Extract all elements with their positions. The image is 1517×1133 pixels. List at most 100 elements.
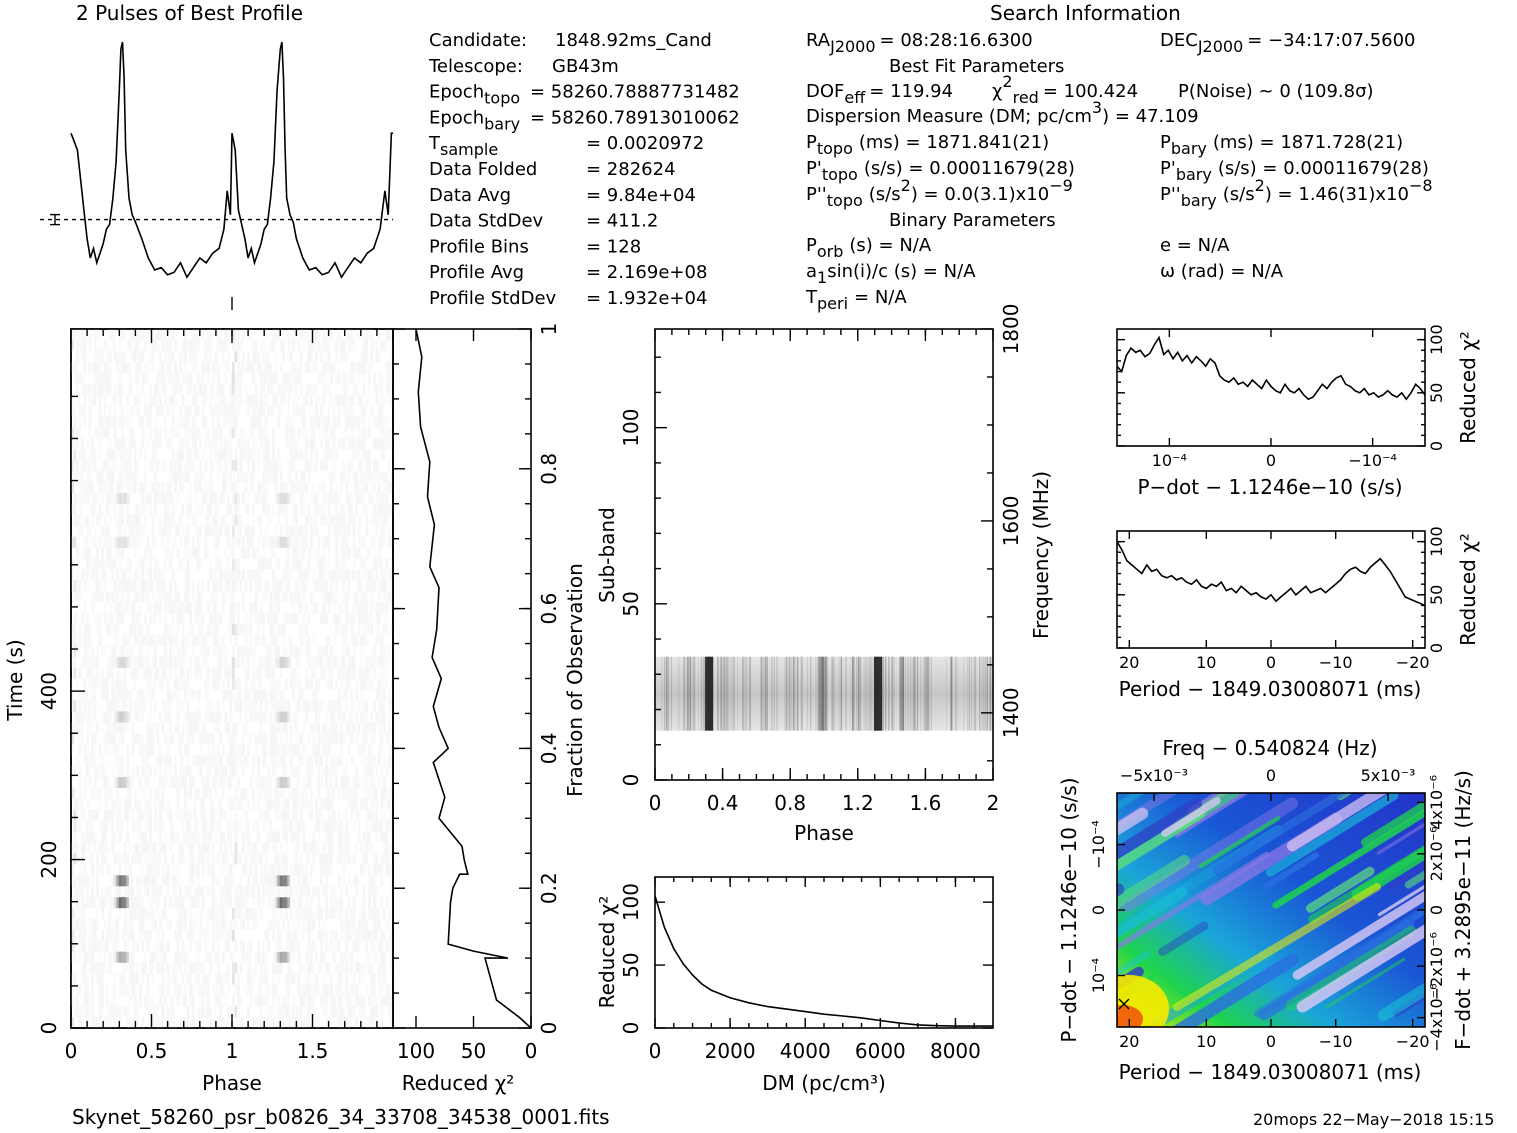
time-phase-cell: [365, 842, 369, 854]
time-phase-cell: [377, 514, 381, 526]
time-phase-cell: [252, 820, 255, 832]
time-phase-cell: [181, 667, 185, 679]
time-phase-cell: [289, 864, 293, 876]
time-phase-cell: [350, 798, 354, 810]
time-phase-cell: [121, 612, 125, 625]
time-phase-cell: [186, 1006, 190, 1018]
time-phase-cell: [294, 536, 298, 548]
time-phase-cell: [355, 886, 359, 898]
time-phase-cell: [148, 427, 152, 439]
time-phase-cell: [307, 940, 311, 952]
time-phase-cell: [216, 1017, 220, 1029]
time-phase-cell: [221, 918, 225, 930]
time-phase-cell: [159, 438, 162, 450]
time-phase-cell: [224, 394, 228, 406]
time-phase-cell: [111, 798, 115, 810]
time-phase-cell: [101, 383, 105, 395]
time-phase-cell: [128, 1017, 132, 1029]
time-phase-cell: [76, 995, 79, 1007]
time-phase-cell: [259, 569, 263, 581]
time-phase-cell: [201, 907, 205, 920]
time-phase-cell: [375, 558, 379, 570]
time-phase-cell: [108, 470, 112, 483]
time-phase-cell: [98, 536, 102, 548]
time-phase-cell: [93, 612, 97, 625]
time-phase-cell: [221, 394, 225, 406]
time-phase-cell: [294, 776, 298, 789]
time-phase-cell: [83, 569, 87, 581]
time-phase-cell: [279, 580, 283, 592]
time-phase-cell: [123, 492, 127, 505]
chi-label: χ2red = 100.424: [992, 72, 1138, 107]
time-phase-cell: [325, 962, 328, 974]
time-phase-cell: [342, 711, 346, 723]
time-phase-cell: [272, 1017, 276, 1029]
time-phase-cell: [108, 547, 112, 559]
time-phase-cell: [181, 678, 185, 690]
time-phase-cell: [151, 918, 155, 930]
time-phase-cell: [274, 372, 278, 384]
time-phase-cell: [93, 558, 97, 570]
time-phase-cell: [159, 591, 162, 603]
time-phase-cell: [191, 1006, 195, 1018]
time-phase-cell: [209, 711, 213, 723]
info-value: = 0.0020972: [586, 133, 704, 154]
time-phase-cell: [330, 722, 333, 734]
time-phase-cell: [128, 875, 132, 887]
time-phase-cell: [332, 405, 336, 417]
time-phase-cell: [189, 602, 193, 614]
time-phase-cell: [164, 427, 167, 439]
time-phase-cell: [128, 460, 132, 472]
time-phase-cell: [382, 623, 386, 636]
time-phase-cell: [224, 547, 228, 559]
time-phase-cell: [206, 711, 210, 723]
time-phase-cell: [279, 776, 283, 789]
time-phase-cell: [347, 951, 351, 963]
time-phase-cell: [247, 645, 250, 657]
time-phase-cell: [317, 787, 321, 799]
time-phase-cell: [264, 754, 268, 767]
tperi-label: Tperi = N/A: [805, 287, 907, 313]
time-phase-cell: [362, 503, 366, 515]
time-phase-cell: [315, 700, 318, 712]
time-phase-cell: [111, 744, 115, 756]
time-phase-cell: [239, 449, 243, 461]
time-phase-cell: [232, 733, 235, 745]
time-phase-cell: [312, 831, 316, 843]
time-phase-cell: [81, 612, 84, 625]
time-phase-cell: [219, 383, 223, 395]
time-phase-cell: [103, 558, 107, 570]
time-phase-cell: [362, 907, 366, 920]
time-phase-cell: [138, 656, 142, 668]
time-phase-cell: [362, 481, 366, 494]
time-phase-cell: [98, 765, 102, 778]
time-phase-cell: [113, 558, 117, 570]
time-phase-cell: [166, 940, 170, 952]
time-phase-cell: [81, 1006, 84, 1018]
time-phase-cell: [272, 798, 276, 810]
time-phase-cell: [113, 700, 117, 712]
time-phase-cell: [352, 602, 356, 614]
time-phase-cell: [372, 383, 376, 395]
time-phase-cell: [332, 951, 336, 963]
time-phase-cell: [242, 842, 245, 854]
time-phase-cell: [242, 438, 245, 450]
time-phase-cell: [86, 995, 89, 1007]
time-phase-cell: [78, 711, 82, 723]
time-phase-cell: [249, 569, 253, 581]
time-phase-cell: [277, 558, 281, 570]
time-phase-cell: [257, 460, 260, 472]
time-phase-cell: [191, 853, 195, 865]
time-phase-cell: [312, 995, 316, 1007]
time-phase-cell: [169, 700, 172, 712]
time-phase-cell: [116, 776, 120, 789]
time-phase-cell: [387, 853, 391, 865]
time-phase-cell: [249, 733, 253, 745]
time-phase-cell: [116, 536, 120, 548]
time-phase-cell: [143, 547, 147, 559]
time-phase-cell: [390, 700, 394, 712]
time-phase-cell: [103, 569, 107, 581]
time-phase-cell: [232, 951, 235, 963]
time-phase-cell: [357, 929, 361, 941]
time-phase-cell: [176, 591, 180, 603]
